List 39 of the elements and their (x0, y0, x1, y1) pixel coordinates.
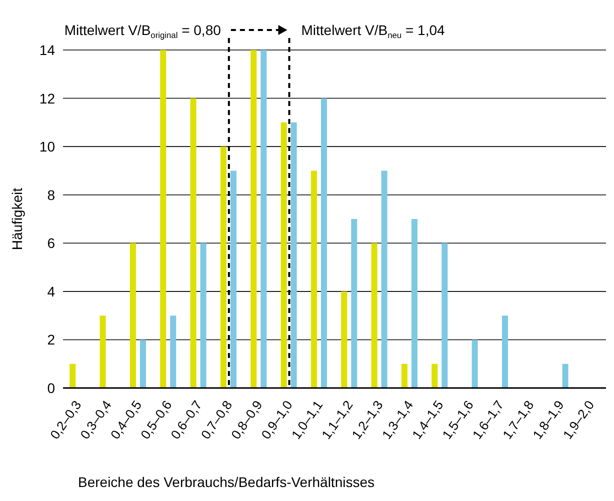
bar (310, 170, 317, 388)
bar (280, 122, 287, 388)
bar (230, 170, 236, 388)
bar (200, 243, 206, 388)
y-tick-label: 14 (39, 42, 56, 58)
y-tick-label: 4 (47, 283, 56, 300)
bar (320, 98, 327, 388)
bar (260, 50, 267, 388)
y-tick-label: 6 (47, 235, 56, 252)
bar (401, 364, 408, 388)
bar (502, 316, 508, 388)
y-tick-label: 2 (47, 332, 56, 348)
bar (170, 316, 176, 388)
bar (250, 50, 257, 388)
bar (371, 243, 378, 388)
y-tick-label: 10 (39, 138, 56, 155)
bar (160, 50, 166, 388)
bar (290, 122, 297, 388)
y-tick-label: 12 (39, 90, 56, 106)
bar (220, 146, 226, 388)
bar (130, 243, 136, 388)
bar (351, 219, 358, 388)
bar (70, 364, 76, 388)
bar (190, 98, 196, 388)
bar (341, 291, 348, 388)
bar (381, 170, 388, 388)
bar (100, 316, 106, 388)
bar (140, 340, 146, 388)
bar (411, 219, 418, 388)
ref-line-label: Mittelwert V/B$_{original}$ = 0,80 (64, 22, 222, 40)
bar (472, 340, 478, 388)
y-axis-title: Häufigkeit (8, 188, 25, 250)
y-tick-label: 8 (47, 186, 56, 203)
bar (432, 364, 438, 388)
ref-line-label: Mittelwert V/B$_{neu}$ = 1,04 (301, 22, 446, 40)
y-tick-label: 0 (47, 380, 56, 396)
x-axis-title: Bereiche des Verbrauchs/Bedarfs-Verhältnisses (78, 474, 374, 490)
bar (562, 364, 568, 388)
bar (442, 243, 448, 388)
